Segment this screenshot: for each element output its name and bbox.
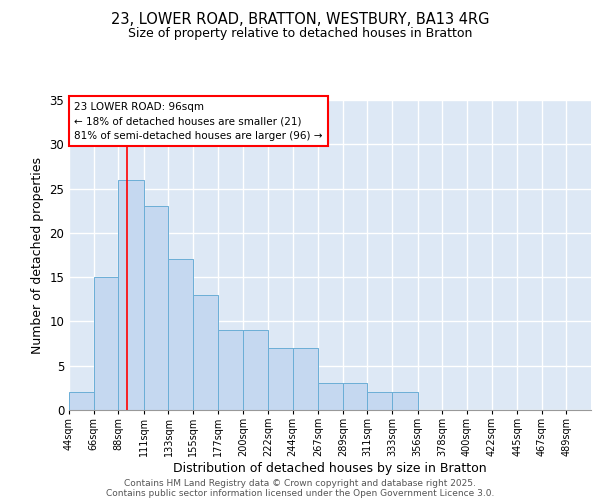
Bar: [293, 348, 318, 410]
Bar: [268, 348, 293, 410]
Bar: [367, 392, 392, 410]
Bar: [94, 277, 118, 410]
Bar: [392, 392, 418, 410]
Y-axis label: Number of detached properties: Number of detached properties: [31, 156, 44, 354]
Bar: [318, 384, 343, 410]
Bar: [343, 384, 367, 410]
Bar: [193, 295, 218, 410]
Bar: [169, 260, 193, 410]
Text: 23, LOWER ROAD, BRATTON, WESTBURY, BA13 4RG: 23, LOWER ROAD, BRATTON, WESTBURY, BA13 …: [111, 12, 489, 28]
Text: 23 LOWER ROAD: 96sqm
← 18% of detached houses are smaller (21)
81% of semi-detac: 23 LOWER ROAD: 96sqm ← 18% of detached h…: [74, 102, 323, 141]
Bar: [144, 206, 169, 410]
Bar: [218, 330, 244, 410]
Bar: [69, 392, 94, 410]
Bar: [118, 180, 144, 410]
X-axis label: Distribution of detached houses by size in Bratton: Distribution of detached houses by size …: [173, 462, 487, 475]
Bar: [244, 330, 268, 410]
Text: Contains HM Land Registry data © Crown copyright and database right 2025.: Contains HM Land Registry data © Crown c…: [124, 478, 476, 488]
Text: Size of property relative to detached houses in Bratton: Size of property relative to detached ho…: [128, 28, 472, 40]
Text: Contains public sector information licensed under the Open Government Licence 3.: Contains public sector information licen…: [106, 488, 494, 498]
